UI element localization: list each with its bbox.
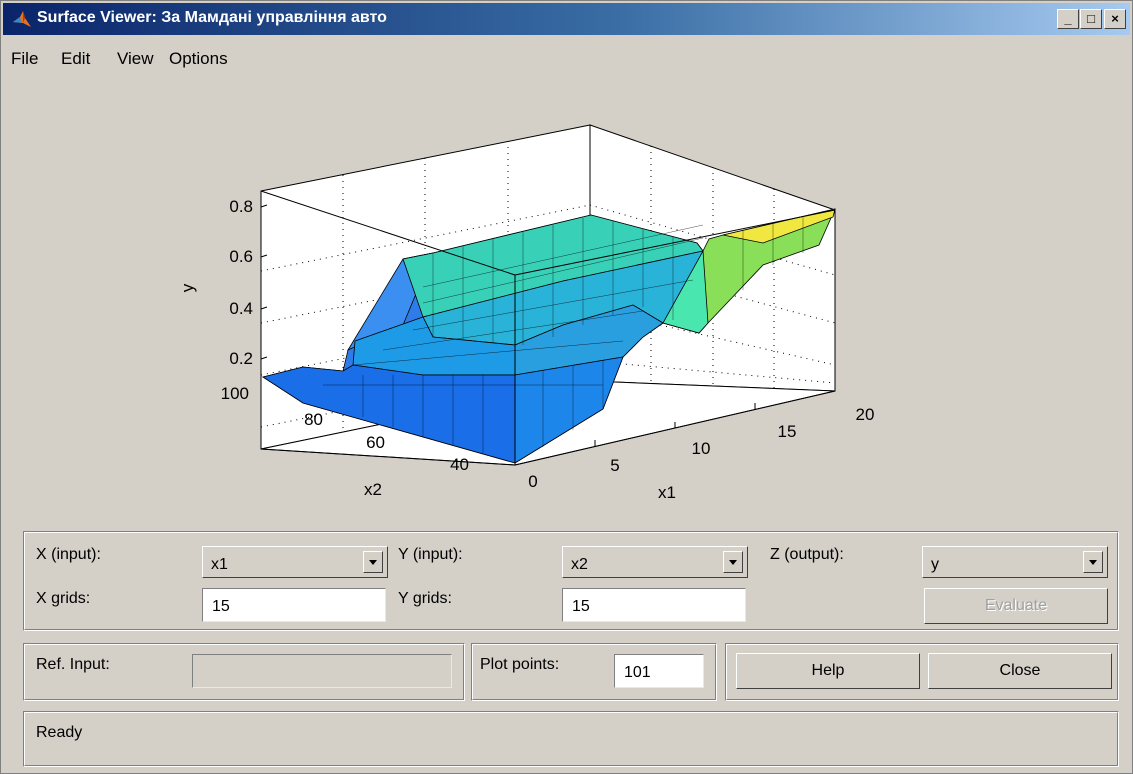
plot-points-label: Plot points: — [480, 656, 560, 673]
z-tick-0-6: 0.6 — [229, 247, 253, 266]
z-tick-0-4: 0.4 — [229, 299, 253, 318]
minimize-button[interactable]: _ — [1057, 9, 1079, 29]
ref-input-field[interactable] — [192, 654, 452, 688]
x2-tick-60: 60 — [366, 433, 385, 452]
menu-view[interactable]: View — [117, 49, 154, 68]
x-grids-input[interactable]: 15 — [202, 588, 386, 622]
ref-input-panel: Ref. Input: — [23, 643, 465, 701]
z-output-select[interactable]: y — [922, 546, 1108, 578]
window-title: Surface Viewer: За Мамдані управління ав… — [37, 9, 387, 26]
y-input-value: x2 — [571, 556, 588, 573]
close-button[interactable]: Close — [928, 653, 1112, 689]
status-text: Ready — [36, 724, 83, 741]
help-button[interactable]: Help — [736, 653, 920, 689]
x1-tick-20: 20 — [856, 405, 875, 424]
tick-marks — [260, 204, 756, 465]
plot-points-panel: Plot points: 101 — [471, 643, 717, 701]
y-grids-label: Y grids: — [398, 590, 452, 607]
maximize-button[interactable]: □ — [1080, 9, 1102, 29]
z-output-value: y — [931, 556, 939, 573]
status-panel: Ready — [23, 711, 1119, 767]
x2-tick-100: 100 — [221, 384, 249, 403]
x2-tick-80: 80 — [304, 410, 323, 429]
z-axis-label: y — [178, 283, 197, 292]
x2-tick-40: 40 — [450, 455, 469, 474]
close-window-button[interactable]: × — [1104, 9, 1126, 29]
x1-tick-10: 10 — [692, 439, 711, 458]
evaluate-button[interactable]: Evaluate — [924, 588, 1108, 624]
chevron-down-icon[interactable] — [723, 551, 743, 573]
surface-mesh — [323, 216, 804, 453]
x1-tick-0: 0 — [528, 472, 537, 491]
ref-input-label: Ref. Input: — [36, 656, 110, 673]
matlab-logo-icon — [13, 11, 31, 27]
x-input-label: X (input): — [36, 546, 101, 563]
fuzzy-surface — [262, 208, 836, 464]
chevron-down-icon[interactable] — [363, 551, 383, 573]
axes-controls-panel: X (input): x1 Y (input): x2 Z (output): … — [23, 531, 1119, 631]
z-output-label: Z (output): — [770, 546, 844, 563]
z-tick-0-8: 0.8 — [229, 197, 253, 216]
chevron-down-icon[interactable] — [1083, 551, 1103, 573]
menu-file[interactable]: File — [11, 49, 39, 68]
y-input-label: Y (input): — [398, 546, 463, 563]
plot-points-value: 101 — [624, 664, 651, 681]
x-grids-label: X grids: — [36, 590, 91, 607]
x-grids-value: 15 — [212, 598, 230, 615]
surface-plot-area[interactable]: 0.8 0.6 0.4 0.2 y 100 80 60 40 x2 0 5 10… — [3, 75, 1130, 513]
title-bar[interactable]: Surface Viewer: За Мамдані управління ав… — [3, 3, 1130, 35]
action-buttons-panel: Help Close — [725, 643, 1119, 701]
x-input-select[interactable]: x1 — [202, 546, 388, 578]
menu-edit[interactable]: Edit — [61, 49, 91, 68]
x1-tick-5: 5 — [610, 456, 619, 475]
y-grids-value: 15 — [572, 598, 590, 615]
x-input-value: x1 — [211, 556, 228, 573]
surface-plot-svg[interactable]: 0.8 0.6 0.4 0.2 y 100 80 60 40 x2 0 5 10… — [3, 75, 1130, 513]
z-tick-0-2: 0.2 — [229, 349, 253, 368]
y-input-select[interactable]: x2 — [562, 546, 748, 578]
x1-axis-label: x1 — [658, 483, 676, 502]
x1-tick-15: 15 — [778, 422, 797, 441]
x2-axis-label: x2 — [364, 480, 382, 499]
menu-bar: File Edit View Options — [3, 37, 1130, 75]
plot-points-input[interactable]: 101 — [614, 654, 704, 688]
menu-options[interactable]: Options — [169, 49, 228, 68]
y-grids-input[interactable]: 15 — [562, 588, 746, 622]
